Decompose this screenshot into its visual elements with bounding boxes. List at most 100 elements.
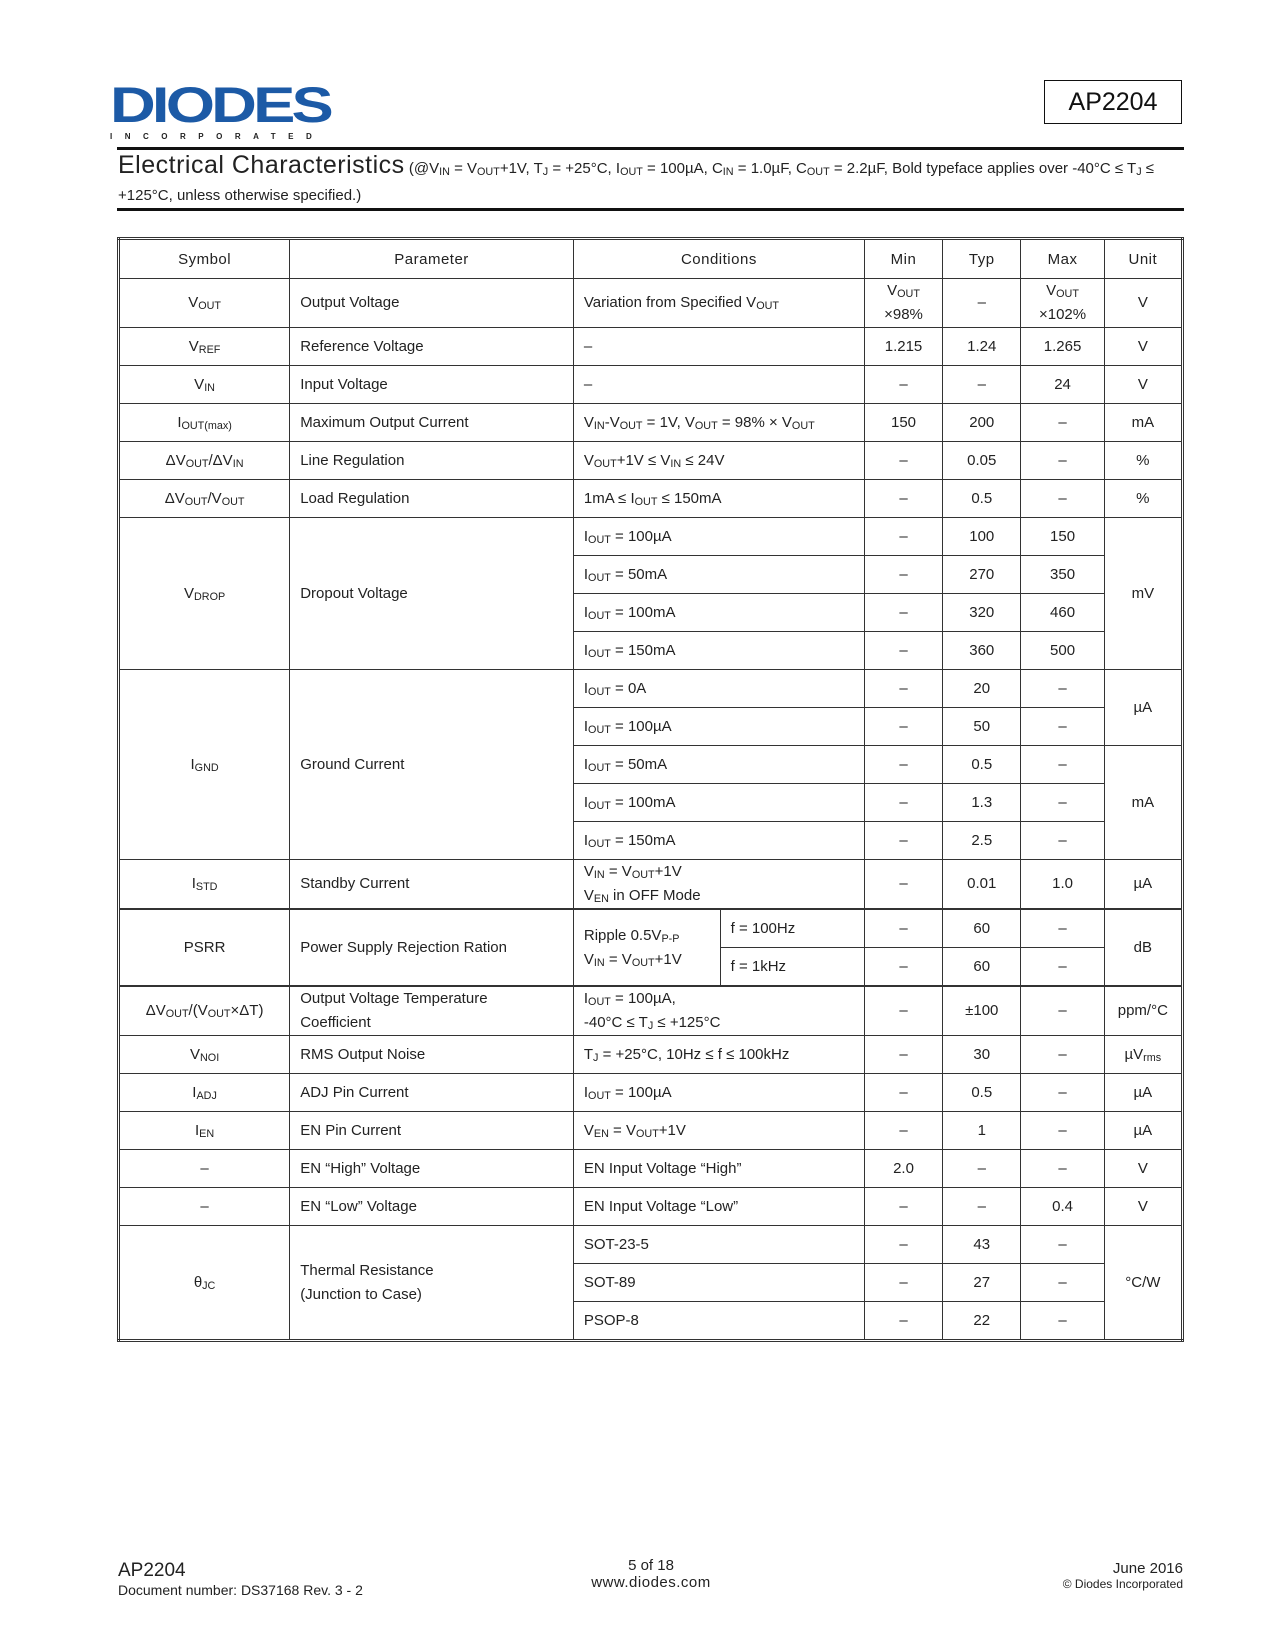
unit-cell: V xyxy=(1103,1187,1184,1226)
table-row: IGND Ground Current IOUT = 0A –20– µA xyxy=(117,669,1184,860)
table-row: ΔVOUT/ΔVIN Line Regulation VOUT+1V ≤ VIN ≤… xyxy=(117,441,1184,480)
typ-cell: 270 xyxy=(942,555,1022,594)
max-cell: – xyxy=(1020,1035,1105,1074)
unit-cell: µA xyxy=(1103,1111,1184,1150)
parameter-cell: Output Voltage Temperature Coefficient xyxy=(289,985,574,1036)
header-rule xyxy=(117,147,1184,150)
title-rule xyxy=(117,208,1184,211)
table-row: IOUT = 50mA –0.5– mA xyxy=(119,745,1184,860)
part-number-box: AP2204 xyxy=(1044,80,1182,124)
table-row: IEN EN Pin Current VEN = VOUT+1V –1– µA xyxy=(117,1111,1184,1150)
symbol-cell: IOUT(max) xyxy=(117,403,291,442)
typ-cell: 60 xyxy=(942,908,1022,948)
symbol-cell: – xyxy=(117,1187,291,1226)
conditions-cell: IOUT = 100µA, -40°C ≤ TJ ≤ +125°C xyxy=(572,985,865,1036)
unit-cell: °C/W xyxy=(1103,1225,1184,1341)
footer-date: June 2016 xyxy=(1112,1560,1183,1577)
min-cell: – xyxy=(863,1301,944,1341)
unit-cell: V xyxy=(1103,278,1184,328)
section-title: Electrical Characteristics (@VIN = VOUT+… xyxy=(118,152,1188,209)
max-cell: – xyxy=(1020,745,1105,784)
typ-cell: 60 xyxy=(942,947,1022,987)
conditions-cell: PSOP-8 xyxy=(572,1301,865,1341)
min-cell: – xyxy=(863,1187,944,1226)
conditions-cell: 1mA ≤ IOUT ≤ 150mA xyxy=(572,479,865,518)
typ-cell: 0.05 xyxy=(942,441,1022,480)
table-row: VNOI RMS Output Noise TJ = +25°C, 10Hz ≤ f… xyxy=(117,1035,1184,1074)
symbol-cell: VREF xyxy=(117,327,291,366)
unit-cell: % xyxy=(1103,479,1184,518)
min-cell: – xyxy=(863,859,944,910)
symbol-cell: ΔVOUT/(VOUT×ΔT) xyxy=(117,985,291,1036)
table-row: – EN “High” Voltage EN Input Voltage “High… xyxy=(117,1149,1184,1188)
header-min: Min xyxy=(863,238,944,279)
conditions-cell: Ripple 0.5VP-P VIN = VOUT+1V xyxy=(572,908,721,987)
min-cell: – xyxy=(863,669,944,708)
min-cell: 1.215 xyxy=(863,327,944,366)
section-heading: Electrical Characteristics xyxy=(118,151,405,179)
table-row: VDROP Dropout Voltage IOUT = 100µA –100 150 m… xyxy=(117,517,1184,670)
max-cell: 350 xyxy=(1020,555,1105,594)
min-cell: – xyxy=(863,1111,944,1150)
conditions-cell: IOUT = 150mA xyxy=(572,821,865,860)
typ-cell: 0.5 xyxy=(942,479,1022,518)
min-cell: 2.0 xyxy=(863,1149,944,1188)
typ-cell: 20 xyxy=(942,669,1022,708)
typ-cell: 50 xyxy=(942,707,1022,746)
conditions-cell: IOUT = 50mA xyxy=(572,555,865,594)
max-cell: – xyxy=(1020,1301,1105,1341)
unit-cell: dB xyxy=(1103,908,1184,987)
typ-cell: 200 xyxy=(942,403,1022,442)
unit-cell: V xyxy=(1103,1149,1184,1188)
unit-cell: µA xyxy=(1103,669,1184,746)
min-cell: – xyxy=(863,745,944,784)
conditions-cell: VEN = VOUT+1V xyxy=(572,1111,865,1150)
symbol-cell: VNOI xyxy=(117,1035,291,1074)
parameter-cell: Dropout Voltage xyxy=(289,517,574,670)
min-cell: – xyxy=(863,441,944,480)
table-row: IADJ ADJ Pin Current IOUT = 100µA –0.5– µA xyxy=(117,1073,1184,1112)
min-cell: – xyxy=(863,783,944,822)
unit-cell: mV xyxy=(1103,517,1184,670)
parameter-cell: Output Voltage xyxy=(289,278,574,328)
min-cell: – xyxy=(863,707,944,746)
symbol-cell: ΔVOUT/ΔVIN xyxy=(117,441,291,480)
max-cell: – xyxy=(1020,947,1105,987)
max-cell: – xyxy=(1020,985,1105,1036)
typ-cell: 1.3 xyxy=(942,783,1022,822)
diodes-logo: DIODES INCORPORATED xyxy=(110,77,340,147)
typ-cell: 2.5 xyxy=(942,821,1022,860)
parameter-cell: Load Regulation xyxy=(289,479,574,518)
min-cell: – xyxy=(863,947,944,987)
conditions-cell: IOUT = 100µA xyxy=(572,517,865,556)
table-row: – EN “Low” Voltage EN Input Voltage “Low” –… xyxy=(117,1187,1184,1226)
table-row: PSRR Power Supply Rejection Ration Ripple … xyxy=(117,908,1184,987)
table-row: PSOP-8–22– xyxy=(119,1301,1183,1341)
min-cell: – xyxy=(863,479,944,518)
typ-cell: 0.5 xyxy=(942,1073,1022,1112)
symbol-cell: VIN xyxy=(117,365,291,404)
min-cell: – xyxy=(863,1035,944,1074)
table-row: VREF Reference Voltage –1.215 1.24 1.265 V xyxy=(117,327,1184,366)
conditions-cell: IOUT = 100mA xyxy=(572,783,865,822)
typ-cell: 1.24 xyxy=(942,327,1022,366)
header-parameter: Parameter xyxy=(289,238,574,279)
conditions-cell: VOUT+1V ≤ VIN ≤ 24V xyxy=(572,441,865,480)
parameter-cell: Standby Current xyxy=(289,859,574,910)
symbol-cell: ISTD xyxy=(117,859,291,910)
max-cell: – xyxy=(1020,1149,1105,1188)
parameter-cell: Line Regulation xyxy=(289,441,574,480)
unit-cell: mA xyxy=(1103,745,1184,860)
min-cell: – xyxy=(863,985,944,1036)
max-cell: – xyxy=(1020,1073,1105,1112)
footer-website[interactable]: www.diodes.com xyxy=(591,1574,711,1591)
max-cell: – xyxy=(1020,821,1105,860)
max-cell: – xyxy=(1020,441,1105,480)
symbol-cell: IADJ xyxy=(117,1073,291,1112)
max-cell: VOUT ×102% xyxy=(1020,278,1105,328)
footer-document-number: Document number: DS37168 Rev. 3 - 2 xyxy=(118,1582,363,1598)
max-cell: – xyxy=(1020,707,1105,746)
parameter-cell: EN “High” Voltage xyxy=(289,1149,574,1188)
unit-cell: V xyxy=(1103,365,1184,404)
conditions-cell: VIN-VOUT = 1V, VOUT = 98% × VOUT xyxy=(572,403,865,442)
